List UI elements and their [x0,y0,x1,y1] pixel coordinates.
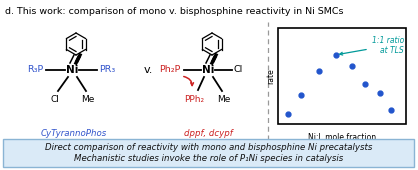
Text: Direct comparison of reactivity with mono and bisphosphine Ni precatalysts
Mecha: Direct comparison of reactivity with mon… [45,143,373,163]
FancyArrowPatch shape [184,76,194,86]
Text: Ni: Ni [66,65,78,75]
Text: 1:1 ratio
at TLS: 1:1 ratio at TLS [340,36,404,55]
Text: dppf, dcypf: dppf, dcypf [184,129,232,138]
Text: CyTyrannoPhos: CyTyrannoPhos [41,129,107,138]
FancyBboxPatch shape [3,139,414,167]
Text: Cl: Cl [51,95,59,104]
Text: Me: Me [82,95,95,104]
FancyBboxPatch shape [278,28,406,124]
Text: Ni: Ni [202,65,214,75]
Text: v.: v. [143,65,153,75]
Text: Me: Me [217,95,231,104]
Text: Ni:L mole fraction: Ni:L mole fraction [308,133,376,142]
Text: rate: rate [267,68,275,84]
Text: PPh₂: PPh₂ [184,95,204,104]
Text: d. This work: comparison of mono v. bisphosphine reactivity in Ni SMCs: d. This work: comparison of mono v. bisp… [5,7,344,16]
Text: Ph₂P: Ph₂P [160,64,181,73]
Text: PR₃: PR₃ [99,64,115,73]
Text: R₃P: R₃P [27,64,43,73]
Text: Cl: Cl [234,64,243,73]
